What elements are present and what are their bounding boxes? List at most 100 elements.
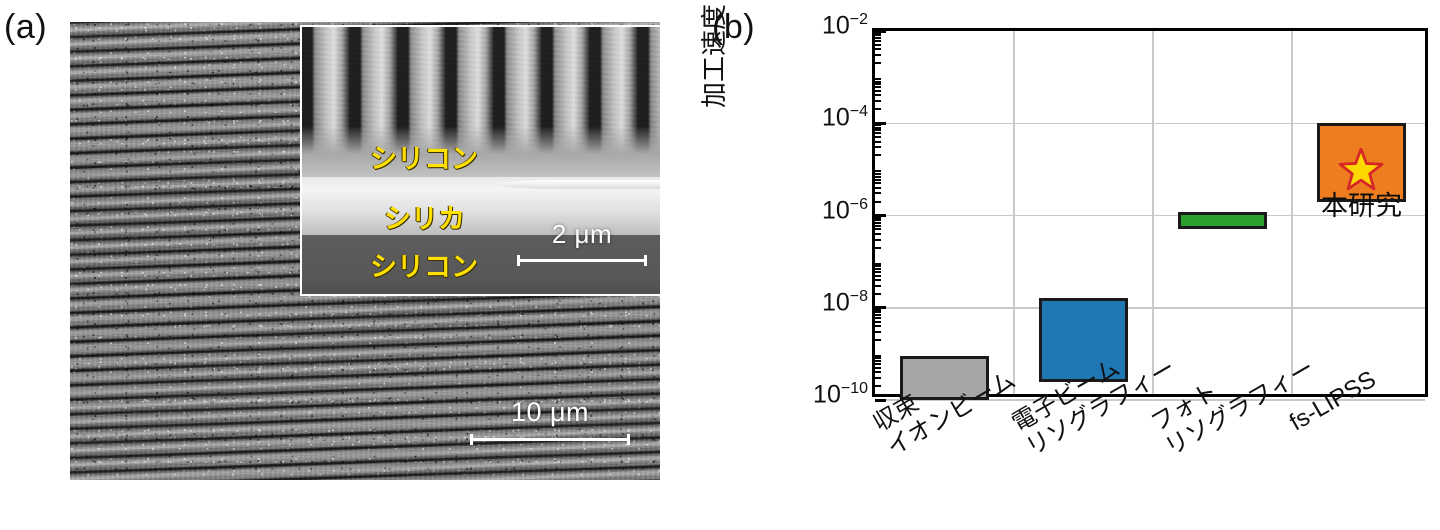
scalebar-2um-line <box>517 255 647 266</box>
plot-area: 本研究 <box>872 28 1428 402</box>
y-tick-minor <box>875 132 881 135</box>
sem-micrograph-panel: 10 μm シリコン シリカ シリコン 2 μm <box>70 22 660 480</box>
y-tick-minor <box>875 316 881 319</box>
y-tick-minor <box>875 376 881 379</box>
y-tick-minor <box>875 320 881 323</box>
y-tick-minor <box>875 262 881 265</box>
gridline-horizontal <box>875 214 1425 217</box>
y-tick-major <box>875 29 886 33</box>
y-tick-minor <box>875 338 881 341</box>
y-tick-minor <box>875 221 881 224</box>
y-tick-minor <box>875 292 881 295</box>
y-tick-minor <box>875 224 881 227</box>
panel-a-label: (a) <box>4 8 48 46</box>
gridline-vertical <box>1013 31 1015 394</box>
y-tick-label: 10−4 <box>821 103 868 132</box>
y-tick-major <box>875 121 886 125</box>
inset-silicon-pillars <box>302 27 660 177</box>
y-tick-minor <box>875 78 881 81</box>
y-tick-minor <box>875 200 881 203</box>
y-tick-minor <box>875 278 881 281</box>
y-tick-minor <box>875 313 881 316</box>
y-tick-minor <box>875 311 881 314</box>
y-tick-minor <box>875 385 881 388</box>
y-tick-minor <box>875 267 881 270</box>
y-tick-minor <box>875 270 881 273</box>
y-tick-minor <box>875 90 881 92</box>
y-tick-minor <box>875 371 881 374</box>
y-tick-minor <box>875 186 881 189</box>
panel-b-label: (b) <box>712 8 756 46</box>
inset-label-silica: シリカ <box>384 204 465 235</box>
gridline-vertical <box>1152 31 1154 394</box>
inset-label-silicon-bottom: シリコン <box>370 252 478 283</box>
y-tick-minor <box>875 218 881 221</box>
y-tick-major <box>875 214 886 217</box>
y-tick-minor <box>875 86 881 89</box>
y-tick-minor <box>875 129 881 132</box>
y-tick-minor <box>875 62 881 65</box>
processing-rate-chart-panel: 加工速度 (m2/s) 10−210−410−610−810−10 本研究 収束… <box>700 0 1440 530</box>
y-tick-minor <box>875 330 881 333</box>
y-tick-minor <box>875 43 881 46</box>
y-tick-minor <box>875 232 881 235</box>
y-tick-minor <box>875 182 881 185</box>
y-tick-label: 10−8 <box>821 287 868 317</box>
gridline-horizontal <box>875 399 1425 401</box>
y-tick-major <box>875 306 886 310</box>
y-tick-label: 10−6 <box>821 195 868 224</box>
y-tick-minor <box>875 178 881 181</box>
y-tick-minor <box>875 366 881 369</box>
y-tick-minor <box>875 100 881 103</box>
y-tick-minor <box>875 146 881 149</box>
y-tick-minor <box>875 175 881 178</box>
y-tick-minor <box>875 265 881 268</box>
y-tick-minor <box>875 238 881 241</box>
scalebar-10um-label: 10 μm <box>510 397 590 427</box>
y-tick-minor <box>875 192 881 195</box>
y-tick-minor <box>875 360 881 363</box>
y-tick-minor <box>875 216 881 219</box>
scalebar-2um: 2 μm <box>517 219 647 266</box>
y-tick-minor <box>875 40 881 43</box>
y-tick-minor <box>875 34 881 37</box>
y-tick-minor <box>875 54 881 57</box>
y-tick-label: 10−2 <box>821 11 868 40</box>
sem-inset-cross-section: シリコン シリカ シリコン 2 μm <box>300 25 660 296</box>
y-tick-minor <box>875 124 881 127</box>
y-tick-minor <box>875 172 881 175</box>
inset-label-silicon-top: シリコン <box>370 144 478 175</box>
y-tick-minor <box>875 37 881 40</box>
y-tick-minor <box>875 32 881 35</box>
y-tick-minor <box>875 363 881 366</box>
y-tick-minor <box>875 94 881 97</box>
y-tick-minor <box>875 80 881 83</box>
gridline-horizontal <box>875 122 1425 124</box>
y-tick-minor <box>875 246 881 249</box>
y-tick-minor <box>875 154 881 157</box>
gridline-vertical <box>1291 31 1293 394</box>
data-box-3 <box>1178 211 1267 230</box>
y-tick-minor <box>875 140 881 143</box>
scalebar-10um: 10 μm <box>470 397 630 445</box>
y-tick-minor <box>875 170 881 173</box>
data-box-4: 本研究 <box>1317 123 1406 222</box>
y-tick-major <box>875 398 886 402</box>
scalebar-2um-label: 2 μm <box>551 219 613 249</box>
scalebar-10um-line <box>470 434 630 445</box>
y-tick-minor <box>875 108 881 111</box>
y-tick-minor <box>875 274 881 277</box>
star-icon <box>1339 148 1384 191</box>
data-box-2 <box>1039 298 1128 382</box>
highlight-annotation-label: 本研究 <box>1320 191 1402 223</box>
inset-silica-layer <box>302 176 660 236</box>
y-tick-minor <box>875 308 881 311</box>
y-tick-minor <box>875 357 881 360</box>
y-tick-label: 10−10 <box>813 380 868 409</box>
y-tick-minor <box>875 48 881 51</box>
y-tick-minor <box>875 325 881 328</box>
data-box-1 <box>900 355 989 400</box>
y-tick-minor <box>875 228 881 231</box>
y-tick-minor <box>875 354 881 357</box>
